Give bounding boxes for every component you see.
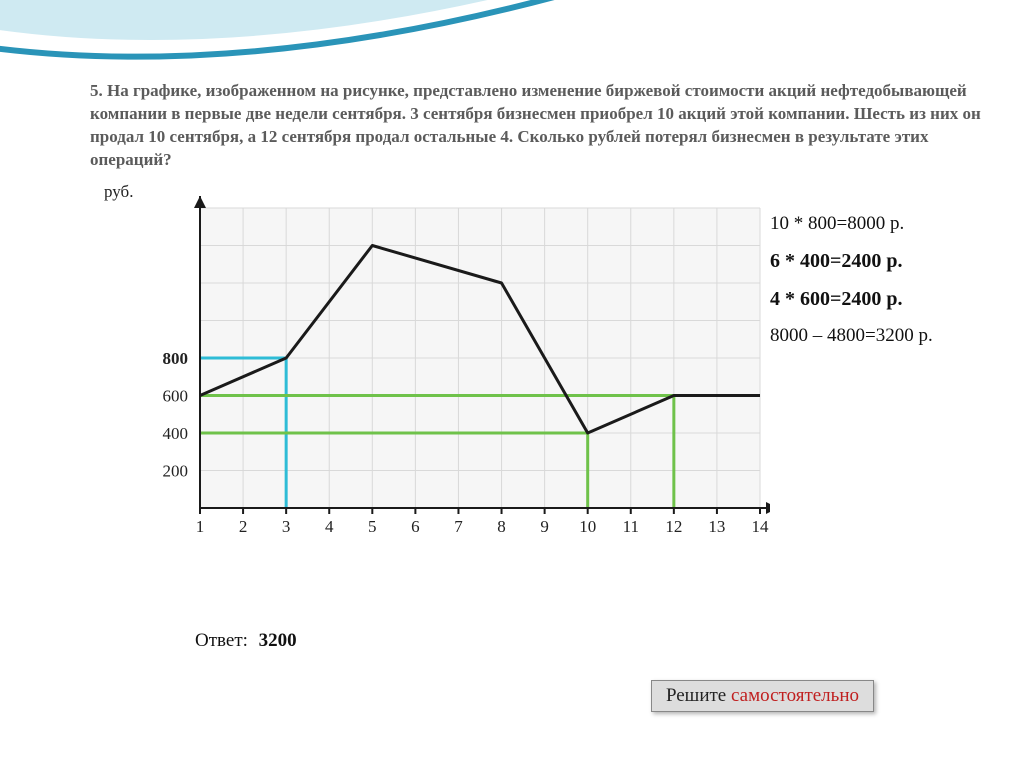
svg-text:10: 10 bbox=[579, 517, 596, 536]
button-text-part1: Решите bbox=[666, 685, 731, 706]
button-text-part2: самостоятельно bbox=[731, 685, 859, 706]
calculation-block: 10 * 800=8000 р. 6 * 400=2400 р. 4 * 600… bbox=[770, 206, 933, 354]
answer-label: Ответ: bbox=[195, 630, 248, 651]
svg-text:13: 13 bbox=[708, 517, 725, 536]
svg-text:14: 14 bbox=[752, 517, 770, 536]
svg-text:12: 12 bbox=[665, 517, 682, 536]
decorative-swoosh bbox=[0, 0, 1024, 80]
svg-text:600: 600 bbox=[163, 386, 189, 405]
svg-text:11: 11 bbox=[623, 517, 639, 536]
calc-line-3: 4 * 600=2400 р. bbox=[770, 280, 933, 318]
svg-text:400: 400 bbox=[163, 424, 189, 443]
stock-chart: 1234567891011121314200400600800 bbox=[130, 188, 770, 548]
calc-line-1: 10 * 800=8000 р. bbox=[770, 206, 933, 242]
svg-text:2: 2 bbox=[239, 517, 248, 536]
svg-text:5: 5 bbox=[368, 517, 377, 536]
question-text: 5. На графике, изображенном на рисунке, … bbox=[90, 80, 984, 172]
calc-line-4: 8000 – 4800=3200 р. bbox=[770, 318, 933, 354]
svg-text:800: 800 bbox=[163, 349, 189, 368]
solve-yourself-button[interactable]: Решите самостоятельно bbox=[651, 680, 874, 712]
svg-text:3: 3 bbox=[282, 517, 291, 536]
calc-line-2: 6 * 400=2400 р. bbox=[770, 242, 933, 280]
chart-container: руб. 1234567891011121314200400600800 10 … bbox=[90, 180, 984, 600]
svg-text:6: 6 bbox=[411, 517, 420, 536]
svg-text:7: 7 bbox=[454, 517, 463, 536]
svg-text:4: 4 bbox=[325, 517, 334, 536]
svg-text:9: 9 bbox=[540, 517, 549, 536]
answer-row: Ответ: 3200 bbox=[195, 630, 297, 652]
svg-text:1: 1 bbox=[196, 517, 205, 536]
answer-value: 3200 bbox=[259, 630, 297, 651]
svg-text:8: 8 bbox=[497, 517, 506, 536]
svg-text:200: 200 bbox=[163, 461, 189, 480]
